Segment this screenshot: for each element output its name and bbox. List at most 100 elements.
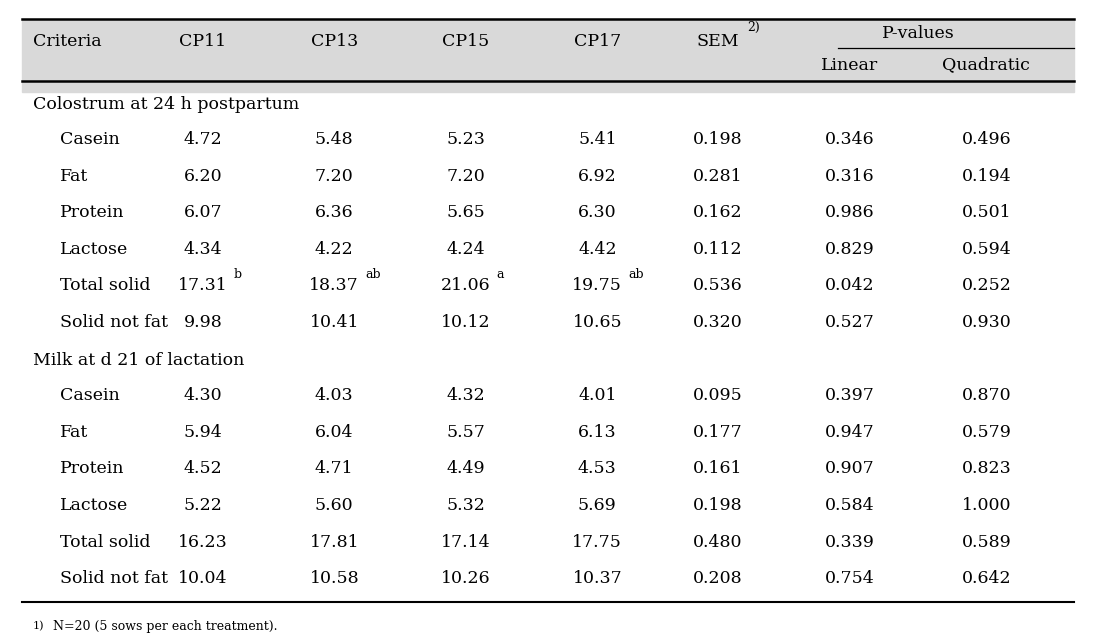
Text: 21.06: 21.06 [441, 277, 491, 295]
Text: 0.907: 0.907 [824, 460, 875, 478]
Text: 5.57: 5.57 [446, 424, 486, 441]
Text: 9.98: 9.98 [183, 314, 222, 331]
Text: Milk at d 21 of lactation: Milk at d 21 of lactation [33, 352, 244, 369]
Text: Criteria: Criteria [33, 33, 102, 49]
Text: 10.12: 10.12 [441, 314, 491, 331]
Text: 0.316: 0.316 [824, 168, 875, 185]
Text: 0.397: 0.397 [824, 387, 875, 404]
Text: 0.112: 0.112 [693, 241, 743, 258]
Text: 4.71: 4.71 [315, 460, 354, 478]
Text: SEM: SEM [697, 33, 739, 49]
Text: 0.198: 0.198 [693, 497, 743, 514]
Text: Solid not fat: Solid not fat [60, 314, 169, 331]
Text: Casein: Casein [60, 387, 121, 404]
Text: 1.000: 1.000 [961, 497, 1012, 514]
Text: 0.496: 0.496 [961, 131, 1012, 148]
Text: 6.36: 6.36 [315, 204, 354, 221]
Text: 0.281: 0.281 [693, 168, 743, 185]
Text: P-values: P-values [881, 24, 955, 42]
Text: 4.34: 4.34 [183, 241, 222, 258]
Text: a: a [496, 268, 504, 281]
Text: 18.37: 18.37 [309, 277, 359, 295]
Text: N=20 (5 sows per each treatment).: N=20 (5 sows per each treatment). [53, 620, 277, 633]
Text: ab: ab [365, 268, 380, 281]
Text: 10.04: 10.04 [178, 570, 228, 587]
Text: 10.26: 10.26 [441, 570, 491, 587]
Text: 5.69: 5.69 [578, 497, 617, 514]
Text: 0.198: 0.198 [693, 131, 743, 148]
Text: 4.49: 4.49 [446, 460, 486, 478]
Text: 17.81: 17.81 [309, 534, 359, 551]
Text: 10.37: 10.37 [572, 570, 623, 587]
Text: 0.095: 0.095 [693, 387, 743, 404]
Text: 4.32: 4.32 [446, 387, 486, 404]
Text: 0.339: 0.339 [824, 534, 875, 551]
Text: Fat: Fat [60, 168, 89, 185]
Text: 5.41: 5.41 [578, 131, 617, 148]
Text: 7.20: 7.20 [315, 168, 354, 185]
Text: 0.346: 0.346 [824, 131, 875, 148]
Text: CP15: CP15 [442, 33, 490, 49]
Text: 5.22: 5.22 [183, 497, 222, 514]
Text: ab: ab [628, 268, 643, 281]
Text: 0.829: 0.829 [824, 241, 875, 258]
Text: CP13: CP13 [310, 33, 358, 49]
Text: 17.31: 17.31 [178, 277, 228, 295]
Text: Total solid: Total solid [60, 277, 151, 295]
Text: 6.30: 6.30 [578, 204, 617, 221]
Text: 5.23: 5.23 [446, 131, 486, 148]
Text: CP17: CP17 [573, 33, 621, 49]
Text: 6.92: 6.92 [578, 168, 617, 185]
Text: 10.65: 10.65 [572, 314, 623, 331]
Text: 4.03: 4.03 [315, 387, 354, 404]
Text: 4.52: 4.52 [183, 460, 222, 478]
Text: 5.65: 5.65 [446, 204, 486, 221]
Text: 0.870: 0.870 [961, 387, 1012, 404]
Text: 5.32: 5.32 [446, 497, 486, 514]
Text: 7.20: 7.20 [446, 168, 486, 185]
Text: 0.754: 0.754 [824, 570, 875, 587]
Text: Lactose: Lactose [60, 497, 128, 514]
Text: 4.72: 4.72 [183, 131, 222, 148]
Text: 0.161: 0.161 [693, 460, 743, 478]
Text: Lactose: Lactose [60, 241, 128, 258]
Text: 0.162: 0.162 [693, 204, 743, 221]
Text: 0.947: 0.947 [824, 424, 875, 441]
Text: 10.58: 10.58 [309, 570, 359, 587]
Text: 4.42: 4.42 [578, 241, 617, 258]
Text: 0.252: 0.252 [961, 277, 1012, 295]
Text: 6.04: 6.04 [315, 424, 354, 441]
Text: 4.30: 4.30 [183, 387, 222, 404]
Text: Casein: Casein [60, 131, 121, 148]
Text: Protein: Protein [60, 460, 125, 478]
Text: 0.642: 0.642 [961, 570, 1012, 587]
Text: 5.48: 5.48 [315, 131, 354, 148]
Text: 4.22: 4.22 [315, 241, 354, 258]
Text: 0.536: 0.536 [693, 277, 743, 295]
Text: Solid not fat: Solid not fat [60, 570, 169, 587]
Text: 0.584: 0.584 [824, 497, 875, 514]
Text: 0.579: 0.579 [961, 424, 1012, 441]
Text: 6.20: 6.20 [183, 168, 222, 185]
Text: 16.23: 16.23 [178, 534, 228, 551]
Text: Fat: Fat [60, 424, 89, 441]
Text: 17.75: 17.75 [572, 534, 623, 551]
Text: 0.194: 0.194 [961, 168, 1012, 185]
Text: Colostrum at 24 h postpartum: Colostrum at 24 h postpartum [33, 96, 299, 113]
Text: 6.13: 6.13 [578, 424, 617, 441]
Text: 5.60: 5.60 [315, 497, 354, 514]
Text: 4.01: 4.01 [578, 387, 617, 404]
Bar [22, 19, 1074, 92]
Text: 0.042: 0.042 [824, 277, 875, 295]
Text: Protein: Protein [60, 204, 125, 221]
Text: 2): 2) [747, 21, 761, 33]
Text: 0.930: 0.930 [961, 314, 1012, 331]
Text: 17.14: 17.14 [441, 534, 491, 551]
Text: 0.501: 0.501 [961, 204, 1012, 221]
Text: 1): 1) [33, 621, 45, 631]
Text: Quadratic: Quadratic [943, 56, 1030, 74]
Text: 4.53: 4.53 [578, 460, 617, 478]
Text: 0.208: 0.208 [693, 570, 743, 587]
Text: 0.589: 0.589 [961, 534, 1012, 551]
Text: Total solid: Total solid [60, 534, 151, 551]
